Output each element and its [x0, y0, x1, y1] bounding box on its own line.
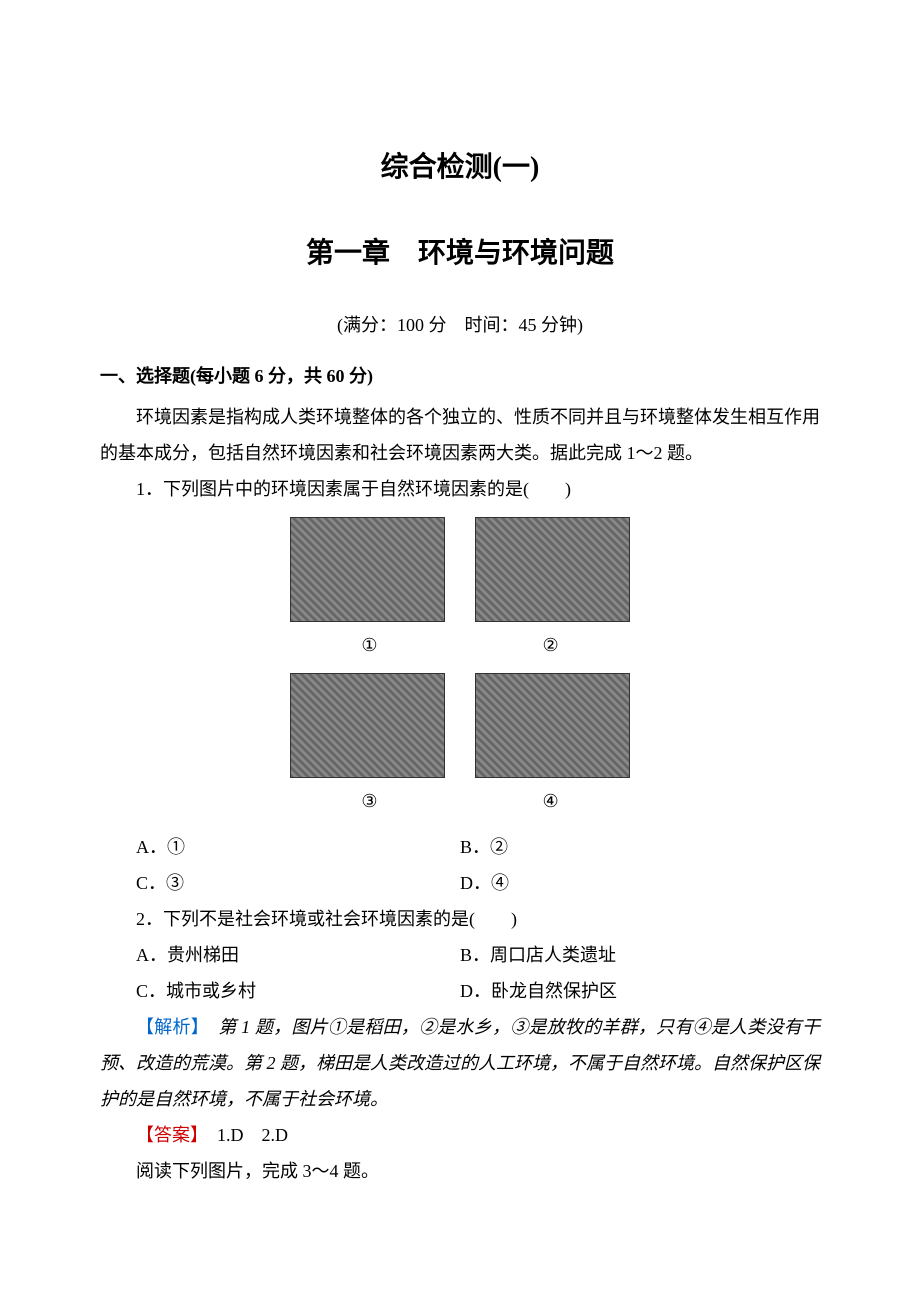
answer-1-2: 【答案】 1.D 2.D — [100, 1117, 820, 1153]
q1-image-4 — [475, 673, 630, 778]
q1-image-2 — [475, 517, 630, 622]
q2-option-d: D．卧龙自然保护区 — [460, 973, 820, 1009]
q2-options-row-2: C．城市或乡村 D．卧龙自然保护区 — [100, 973, 820, 1009]
q1-options-row-1: A．① B．② — [100, 829, 820, 865]
q1-option-a: A．① — [100, 829, 460, 865]
score-info: (满分：100 分 时间：45 分钟) — [100, 307, 820, 343]
q1-option-b: B．② — [460, 829, 820, 865]
q1-label-4: ④ — [543, 783, 559, 819]
q2-option-c: C．城市或乡村 — [100, 973, 460, 1009]
q1-option-d: D．④ — [460, 865, 820, 901]
chapter-title: 第一章 环境与环境问题 — [100, 226, 820, 282]
q1-options-row-2: C．③ D．④ — [100, 865, 820, 901]
q1-label-3: ③ — [361, 783, 377, 819]
main-title: 综合检测(一) — [100, 140, 820, 196]
question-1-text: 1．下列图片中的环境因素属于自然环境因素的是( ) — [100, 471, 820, 507]
q1-image-labels-2: ③ ④ — [100, 783, 820, 819]
q1-label-2: ② — [543, 627, 559, 663]
q2-option-a: A．贵州梯田 — [100, 937, 460, 973]
q2-option-b: B．周口店人类遗址 — [460, 937, 820, 973]
q3-4-intro: 阅读下列图片，完成 3～4 题。 — [100, 1153, 820, 1189]
question-2-text: 2．下列不是社会环境或社会环境因素的是( ) — [100, 901, 820, 937]
section-1-intro: 环境因素是指构成人类环境整体的各个独立的、性质不同并且与环境整体发生相互作用的基… — [100, 399, 820, 471]
section-1-heading: 一、选择题(每小题 6 分，共 60 分) — [100, 358, 820, 394]
q1-image-1 — [290, 517, 445, 622]
q1-label-1: ① — [361, 627, 377, 663]
q1-image-3 — [290, 673, 445, 778]
analysis-label: 【解析】 — [136, 1017, 200, 1037]
q1-image-row-1 — [100, 517, 820, 622]
q1-image-row-2 — [100, 673, 820, 778]
answer-label: 【答案】 — [136, 1125, 199, 1145]
analysis-1-2: 【解析】 第 1 题，图片①是稻田，②是水乡，③是放牧的羊群，只有④是人类没有干… — [100, 1009, 820, 1117]
q2-options-row-1: A．贵州梯田 B．周口店人类遗址 — [100, 937, 820, 973]
analysis-text: 第 1 题，图片①是稻田，②是水乡，③是放牧的羊群，只有④是人类没有干预、改造的… — [100, 1017, 820, 1109]
answer-text: 1.D 2.D — [199, 1125, 288, 1145]
q1-option-c: C．③ — [100, 865, 460, 901]
q1-image-labels-1: ① ② — [100, 627, 820, 663]
